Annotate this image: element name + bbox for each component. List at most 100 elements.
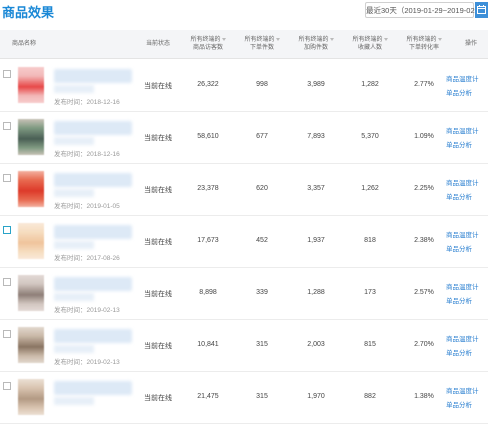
sort-icon bbox=[437, 37, 442, 41]
col-conv[interactable]: 所有终端的 下单转化率 bbox=[398, 36, 450, 52]
col-orders-line1: 所有终端的 bbox=[244, 37, 275, 43]
col-cart[interactable]: 所有终端的 加购件数 bbox=[290, 36, 342, 52]
orders-value: 998 bbox=[256, 81, 268, 88]
calendar-icon bbox=[477, 5, 486, 14]
product-title-blurred[interactable] bbox=[54, 121, 132, 135]
col-orders[interactable]: 所有终端的 下单件数 bbox=[236, 36, 288, 52]
product-thumbnail[interactable] bbox=[18, 327, 44, 363]
product-subtitle-blurred bbox=[54, 189, 94, 197]
favorites-value: 818 bbox=[364, 237, 376, 244]
visitors-value: 21,475 bbox=[197, 393, 219, 400]
table-row: 发布时间：2017-08-26 当前在线 17,673 452 1,937 818 2.38… bbox=[0, 215, 488, 268]
status-text: 当前在线 bbox=[144, 83, 172, 90]
col-favorites-line2: 收藏人数 bbox=[357, 45, 382, 51]
header: 商品效果 最近30天（2019-01-29~2019-02-27） bbox=[0, 0, 488, 22]
favorites-value: 1,262 bbox=[361, 185, 379, 192]
date-range-picker[interactable]: 最近30天（2019-01-29~2019-02-27） bbox=[365, 2, 488, 18]
col-visitors-line2: 商品访客数 bbox=[192, 45, 223, 51]
analysis-link[interactable]: 单品分析 bbox=[446, 90, 472, 97]
orders-value: 339 bbox=[256, 289, 268, 296]
col-visitors[interactable]: 所有终端的 商品访客数 bbox=[182, 36, 234, 52]
product-subtitle-blurred bbox=[54, 345, 94, 353]
analysis-link[interactable]: 单品分析 bbox=[446, 142, 472, 149]
conversion-value: 1.38% bbox=[414, 393, 434, 400]
col-status: 当前状态 bbox=[145, 41, 170, 47]
col-favorites-line1: 所有终端的 bbox=[352, 37, 383, 43]
product-subtitle-blurred bbox=[54, 293, 94, 301]
product-thumbnail[interactable] bbox=[18, 223, 44, 259]
cart-value: 3,357 bbox=[307, 185, 325, 192]
publish-time: 发布时间：2017-08-26 bbox=[54, 255, 120, 262]
conversion-value: 1.09% bbox=[414, 133, 434, 140]
sort-icon bbox=[383, 37, 388, 41]
product-thumbnail[interactable] bbox=[18, 171, 44, 207]
row-checkbox[interactable] bbox=[3, 278, 11, 286]
visitors-value: 10,841 bbox=[197, 341, 219, 348]
table-row: 发布时间：2018-12-16 当前在线 26,322 998 3,989 1,282 2.… bbox=[0, 59, 488, 112]
visitors-value: 26,322 bbox=[197, 81, 219, 88]
analysis-link[interactable]: 单品分析 bbox=[446, 298, 472, 305]
analysis-link[interactable]: 单品分析 bbox=[446, 246, 472, 253]
product-title-blurred[interactable] bbox=[54, 173, 132, 187]
col-cart-line2: 加购件数 bbox=[303, 45, 328, 51]
visitors-value: 17,673 bbox=[197, 237, 219, 244]
product-title-blurred[interactable] bbox=[54, 225, 132, 239]
table-row: 发布时间：2019-01-05 当前在线 23,378 620 3,357 1,262 2.… bbox=[0, 163, 488, 216]
sort-icon bbox=[221, 37, 226, 41]
publish-time: 发布时间：2018-12-16 bbox=[54, 99, 120, 106]
cart-value: 1,937 bbox=[307, 237, 325, 244]
favorites-value: 173 bbox=[364, 289, 376, 296]
product-title-blurred[interactable] bbox=[54, 329, 132, 343]
product-thumbnail[interactable] bbox=[18, 119, 44, 155]
table-row: 当前在线 21,475 315 1,970 882 1.38% 商品温度计 单品分析 bbox=[0, 371, 488, 424]
analysis-link[interactable]: 单品分析 bbox=[446, 402, 472, 409]
temperature-link[interactable]: 商品温度计 bbox=[446, 180, 479, 187]
cart-value: 7,893 bbox=[307, 133, 325, 140]
cart-value: 2,003 bbox=[307, 341, 325, 348]
row-checkbox[interactable] bbox=[3, 70, 11, 78]
product-subtitle-blurred bbox=[54, 241, 94, 249]
col-orders-line2: 下单件数 bbox=[249, 45, 274, 51]
conversion-value: 2.57% bbox=[414, 289, 434, 296]
publish-time: 发布时间：2019-02-13 bbox=[54, 307, 120, 314]
cart-value: 1,970 bbox=[307, 393, 325, 400]
row-checkbox[interactable] bbox=[3, 122, 11, 130]
calendar-button[interactable] bbox=[475, 2, 488, 18]
product-thumbnail[interactable] bbox=[18, 275, 44, 311]
conversion-value: 2.38% bbox=[414, 237, 434, 244]
product-title-blurred[interactable] bbox=[54, 381, 132, 395]
product-title-blurred[interactable] bbox=[54, 69, 132, 83]
product-thumbnail[interactable] bbox=[18, 379, 44, 415]
col-conv-line2: 下单转化率 bbox=[408, 45, 439, 51]
temperature-link[interactable]: 商品温度计 bbox=[446, 232, 479, 239]
row-checkbox[interactable] bbox=[3, 330, 11, 338]
col-favorites[interactable]: 所有终端的 收藏人数 bbox=[344, 36, 396, 52]
favorites-value: 5,370 bbox=[361, 133, 379, 140]
row-checkbox[interactable] bbox=[3, 174, 11, 182]
analysis-link[interactable]: 单品分析 bbox=[446, 350, 472, 357]
status-text: 当前在线 bbox=[144, 187, 172, 194]
temperature-link[interactable]: 商品温度计 bbox=[446, 128, 479, 135]
status-text: 当前在线 bbox=[144, 395, 172, 402]
row-checkbox[interactable] bbox=[3, 382, 11, 390]
product-title-blurred[interactable] bbox=[54, 277, 132, 291]
favorites-value: 882 bbox=[364, 393, 376, 400]
product-thumbnail[interactable] bbox=[18, 67, 44, 103]
temperature-link[interactable]: 商品温度计 bbox=[446, 284, 479, 291]
conversion-value: 2.70% bbox=[414, 341, 434, 348]
sort-icon bbox=[329, 37, 334, 41]
conversion-value: 2.77% bbox=[414, 81, 434, 88]
orders-value: 620 bbox=[256, 185, 268, 192]
temperature-link[interactable]: 商品温度计 bbox=[446, 76, 479, 83]
temperature-link[interactable]: 商品温度计 bbox=[446, 336, 479, 343]
cart-value: 1,288 bbox=[307, 289, 325, 296]
col-conv-line1: 所有终端的 bbox=[406, 37, 437, 43]
row-checkbox[interactable] bbox=[3, 226, 11, 234]
orders-value: 452 bbox=[256, 237, 268, 244]
col-ops: 操作 bbox=[464, 41, 477, 47]
status-text: 当前在线 bbox=[144, 291, 172, 298]
analysis-link[interactable]: 单品分析 bbox=[446, 194, 472, 201]
temperature-link[interactable]: 商品温度计 bbox=[446, 388, 479, 395]
visitors-value: 8,898 bbox=[199, 289, 217, 296]
table-row: 发布时间：2018-12-16 当前在线 58,610 677 7,893 5,370 1.… bbox=[0, 111, 488, 164]
